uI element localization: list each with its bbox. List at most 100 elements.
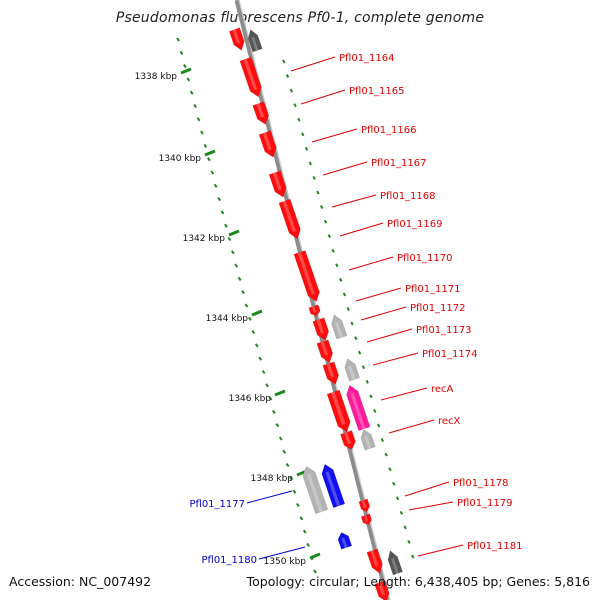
- gene-arrow: [322, 361, 339, 385]
- gene-shading: [361, 500, 367, 509]
- gene-label: Pfl01_1171: [405, 284, 461, 295]
- minor-tick: [183, 64, 187, 69]
- gene-arrow: [258, 130, 277, 158]
- feature-track-dot: [384, 452, 388, 457]
- gene-arrow: [331, 314, 348, 340]
- ruler-label: 1350 kbp: [264, 557, 307, 567]
- gene-label: Pfl01_1167: [371, 158, 427, 169]
- leader-line: [311, 128, 358, 143]
- gene-arrow: [252, 101, 269, 125]
- minor-tick: [292, 489, 297, 494]
- feature-track-dot: [331, 248, 335, 253]
- gene-shading: [391, 557, 399, 574]
- leader-line: [380, 387, 428, 401]
- minor-tick: [234, 263, 239, 268]
- gene-shading: [348, 365, 356, 380]
- minor-tick: [289, 476, 293, 481]
- minor-tick: [306, 542, 310, 547]
- gene-shading: [232, 29, 241, 44]
- gene-label: Pfl01_1168: [380, 191, 436, 202]
- leader-line: [366, 328, 413, 343]
- feature-track-dot: [361, 365, 366, 370]
- major-tick: [309, 552, 321, 560]
- major-tick: [180, 67, 192, 75]
- gene-arrow: [302, 465, 329, 515]
- feature-track-dot: [301, 132, 305, 137]
- minor-tick: [275, 423, 280, 428]
- gene-shading: [262, 132, 272, 151]
- leader-line: [417, 544, 464, 557]
- minor-tick: [189, 90, 194, 95]
- gene-arrow: [337, 532, 353, 550]
- feature-track-dot: [342, 292, 347, 297]
- gene-arrow: [321, 463, 346, 509]
- minor-tick: [196, 117, 201, 122]
- minor-tick: [179, 50, 184, 55]
- leader-line: [300, 89, 346, 105]
- gene-arrow: [278, 198, 301, 240]
- feature-track-dot: [395, 496, 400, 501]
- gene-label: Pfl01_1180: [201, 555, 257, 566]
- ruler-label: 1342 kbp: [183, 234, 226, 244]
- minor-tick: [285, 463, 290, 468]
- feature-track-dot: [308, 161, 312, 166]
- minor-tick: [258, 356, 263, 361]
- feature-track-dot: [293, 103, 297, 108]
- gene-arrow: [239, 56, 262, 98]
- minor-tick: [203, 143, 208, 148]
- gene-shading: [320, 341, 329, 356]
- feature-track-dot: [316, 190, 320, 195]
- gene-label: Pfl01_1165: [349, 86, 405, 97]
- minor-tick: [220, 210, 225, 215]
- feature-track-dot: [297, 117, 301, 122]
- minor-tick: [186, 77, 191, 82]
- minor-tick: [210, 170, 215, 175]
- gene-shading: [316, 319, 325, 334]
- minor-tick: [313, 569, 317, 574]
- minor-tick: [268, 396, 273, 401]
- gene-arrow: [360, 429, 376, 451]
- minor-tick: [200, 130, 204, 135]
- leader-line: [348, 256, 394, 271]
- feature-track-dot: [392, 481, 396, 486]
- minor-tick: [296, 502, 300, 508]
- feature-track-dot: [399, 510, 404, 515]
- leader-line: [339, 222, 384, 237]
- leader-line: [331, 194, 377, 208]
- minor-tick: [230, 250, 235, 255]
- leader-line: [360, 306, 407, 321]
- gene-shading: [272, 172, 282, 191]
- feature-track-dot: [320, 205, 324, 210]
- gene-arrow: [228, 27, 245, 51]
- minor-tick: [265, 383, 269, 388]
- gene-label: Pfl01_1178: [453, 478, 509, 489]
- gene-shading: [282, 200, 296, 232]
- minor-tick: [248, 316, 252, 321]
- minor-tick: [282, 449, 287, 454]
- feature-track-dot: [365, 379, 369, 384]
- ruler-label: 1338 kbp: [135, 72, 178, 82]
- major-tick: [228, 229, 240, 237]
- leader-line: [388, 419, 435, 434]
- gene-shading: [344, 432, 351, 445]
- minor-tick: [251, 330, 256, 335]
- gene-shading: [243, 58, 257, 90]
- gene-label: Pfl01_1177: [189, 499, 245, 510]
- minor-tick: [213, 183, 218, 188]
- gene-label: Pfl01_1174: [422, 349, 478, 360]
- minor-tick: [244, 303, 249, 308]
- gene-arrow: [387, 550, 403, 576]
- gene-arrow: [312, 317, 329, 341]
- minor-tick: [241, 290, 245, 295]
- feature-track-dot: [357, 350, 362, 355]
- genome-summary: Topology: circular; Length: 6,438,405 bp…: [246, 574, 590, 589]
- gene-shading: [370, 550, 379, 567]
- leader-line: [322, 161, 368, 176]
- gene-label: Pfl01_1164: [339, 53, 395, 64]
- feature-track-dot: [380, 438, 385, 442]
- gene-arrow: [366, 548, 383, 574]
- ruler-label: 1344 kbp: [206, 314, 249, 324]
- feature-track-dot: [285, 74, 290, 79]
